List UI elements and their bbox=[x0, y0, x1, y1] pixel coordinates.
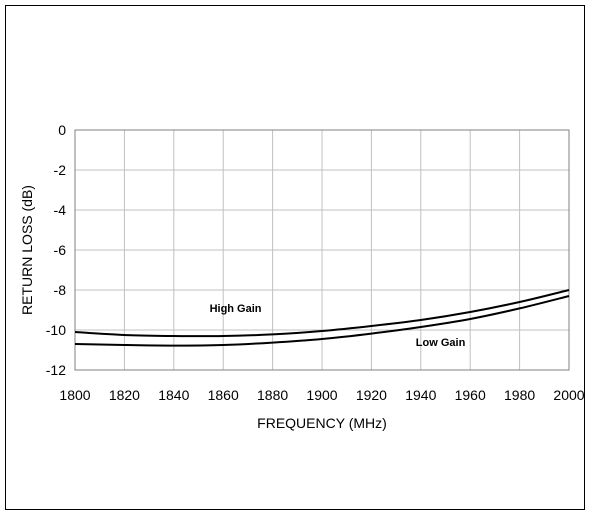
y-tick-label: -10 bbox=[46, 322, 66, 338]
y-tick-label: -12 bbox=[46, 362, 66, 378]
y-tick-label: -2 bbox=[54, 162, 67, 178]
x-tick-label: 1920 bbox=[356, 387, 387, 403]
x-tick-label: 2000 bbox=[553, 387, 584, 403]
plot-area-border bbox=[74, 129, 570, 371]
low-gain-annotation: Low Gain bbox=[416, 337, 466, 349]
x-tick-label: 1800 bbox=[59, 387, 90, 403]
x-tick-label: 1860 bbox=[208, 387, 239, 403]
y-tick-label: -4 bbox=[54, 202, 67, 218]
y-axis-title: RETURN LOSS (dB) bbox=[19, 185, 35, 315]
x-tick-label: 1840 bbox=[158, 387, 189, 403]
low-gain-series-line bbox=[74, 295, 570, 347]
high-gain-series-line bbox=[74, 289, 570, 338]
x-tick-label: 1940 bbox=[405, 387, 436, 403]
y-tick-label: 0 bbox=[58, 122, 66, 138]
x-tick-label: 1980 bbox=[504, 387, 535, 403]
x-axis-title: FREQUENCY (MHz) bbox=[257, 415, 387, 431]
x-tick-label: 1820 bbox=[109, 387, 140, 403]
x-tick-label: 1900 bbox=[306, 387, 337, 403]
figure-frame bbox=[5, 5, 585, 510]
high-gain-annotation: High Gain bbox=[210, 303, 262, 315]
y-tick-label: -6 bbox=[54, 242, 67, 258]
x-tick-label: 1960 bbox=[455, 387, 486, 403]
y-tick-label: -8 bbox=[54, 282, 67, 298]
x-tick-label: 1880 bbox=[257, 387, 288, 403]
